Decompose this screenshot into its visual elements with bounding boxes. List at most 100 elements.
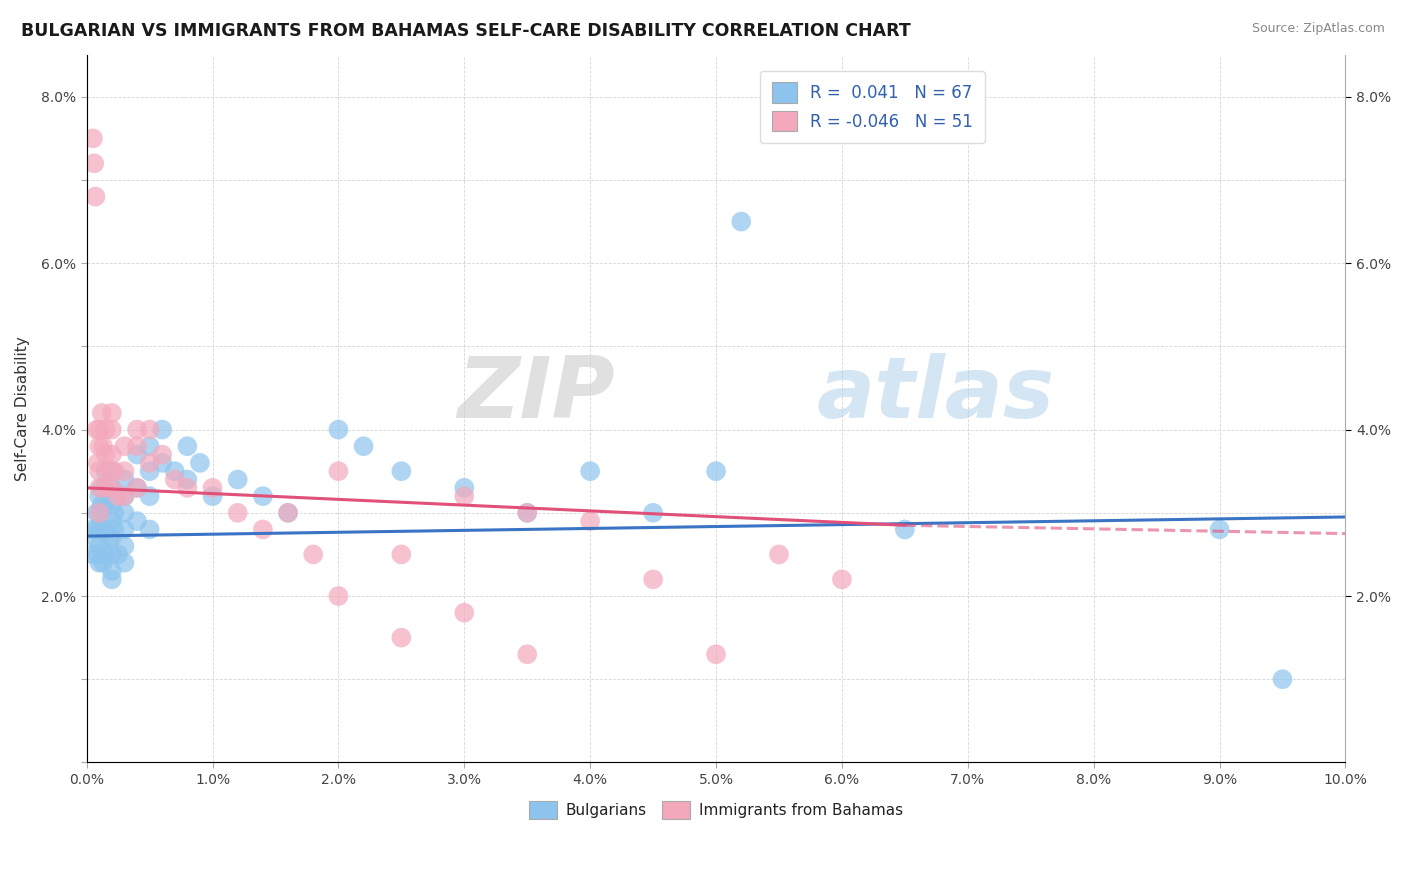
Point xyxy=(226,506,249,520)
Point xyxy=(389,548,412,562)
Point xyxy=(103,506,125,520)
Point xyxy=(101,464,124,478)
Point xyxy=(107,548,129,562)
Point xyxy=(389,631,412,645)
Point xyxy=(112,539,135,553)
Point xyxy=(226,473,249,487)
Point xyxy=(516,506,538,520)
Point xyxy=(176,439,198,453)
Point xyxy=(94,523,117,537)
Point xyxy=(150,456,173,470)
Point xyxy=(101,498,124,512)
Point xyxy=(101,531,124,545)
Point xyxy=(328,589,350,603)
Point xyxy=(150,423,173,437)
Point xyxy=(112,489,135,503)
Point xyxy=(579,464,602,478)
Point xyxy=(328,423,350,437)
Point xyxy=(138,439,160,453)
Point xyxy=(138,523,160,537)
Point xyxy=(90,498,112,512)
Point xyxy=(831,573,853,587)
Point xyxy=(89,506,111,520)
Point xyxy=(94,448,117,462)
Point xyxy=(176,473,198,487)
Point xyxy=(704,464,727,478)
Point xyxy=(101,573,124,587)
Point xyxy=(90,406,112,420)
Point xyxy=(516,506,538,520)
Point xyxy=(353,439,375,453)
Point xyxy=(1208,523,1230,537)
Point xyxy=(188,456,211,470)
Point xyxy=(91,439,114,453)
Point xyxy=(643,573,665,587)
Point xyxy=(389,464,412,478)
Point xyxy=(89,439,111,453)
Text: BULGARIAN VS IMMIGRANTS FROM BAHAMAS SELF-CARE DISABILITY CORRELATION CHART: BULGARIAN VS IMMIGRANTS FROM BAHAMAS SEL… xyxy=(21,22,911,40)
Point xyxy=(453,606,475,620)
Point xyxy=(252,523,274,537)
Point xyxy=(82,131,104,145)
Point xyxy=(101,548,124,562)
Point xyxy=(138,489,160,503)
Point xyxy=(112,473,135,487)
Point xyxy=(86,506,108,520)
Point xyxy=(94,481,117,495)
Point xyxy=(1271,672,1294,686)
Point xyxy=(94,498,117,512)
Point xyxy=(89,489,111,503)
Point xyxy=(201,489,224,503)
Point xyxy=(101,564,124,578)
Point xyxy=(89,506,111,520)
Point xyxy=(112,506,135,520)
Point xyxy=(277,506,299,520)
Point xyxy=(84,189,107,203)
Point xyxy=(90,481,112,495)
Point xyxy=(87,548,110,562)
Point xyxy=(103,523,125,537)
Point xyxy=(125,439,148,453)
Point xyxy=(89,539,111,553)
Point xyxy=(94,423,117,437)
Point xyxy=(83,156,105,170)
Point xyxy=(101,481,124,495)
Point xyxy=(89,464,111,478)
Point xyxy=(125,481,148,495)
Point xyxy=(89,481,111,495)
Point xyxy=(252,489,274,503)
Point xyxy=(112,556,135,570)
Point xyxy=(101,448,124,462)
Point xyxy=(101,423,124,437)
Point xyxy=(101,514,124,528)
Point xyxy=(91,556,114,570)
Point xyxy=(84,531,107,545)
Point xyxy=(98,531,121,545)
Text: atlas: atlas xyxy=(817,353,1054,436)
Point xyxy=(94,464,117,478)
Point xyxy=(89,523,111,537)
Point xyxy=(730,214,752,228)
Point xyxy=(125,514,148,528)
Point xyxy=(125,481,148,495)
Point xyxy=(89,556,111,570)
Point xyxy=(176,481,198,495)
Point xyxy=(91,523,114,537)
Point xyxy=(112,489,135,503)
Point xyxy=(643,506,665,520)
Point xyxy=(894,523,917,537)
Point xyxy=(453,489,475,503)
Point xyxy=(150,448,173,462)
Point xyxy=(125,448,148,462)
Point xyxy=(328,464,350,478)
Point xyxy=(163,464,186,478)
Text: ZIP: ZIP xyxy=(458,353,616,436)
Point xyxy=(101,481,124,495)
Point xyxy=(579,514,602,528)
Y-axis label: Self-Care Disability: Self-Care Disability xyxy=(15,336,30,481)
Point xyxy=(112,523,135,537)
Point xyxy=(125,423,148,437)
Point xyxy=(302,548,325,562)
Point xyxy=(112,464,135,478)
Legend: Bulgarians, Immigrants from Bahamas: Bulgarians, Immigrants from Bahamas xyxy=(523,795,910,825)
